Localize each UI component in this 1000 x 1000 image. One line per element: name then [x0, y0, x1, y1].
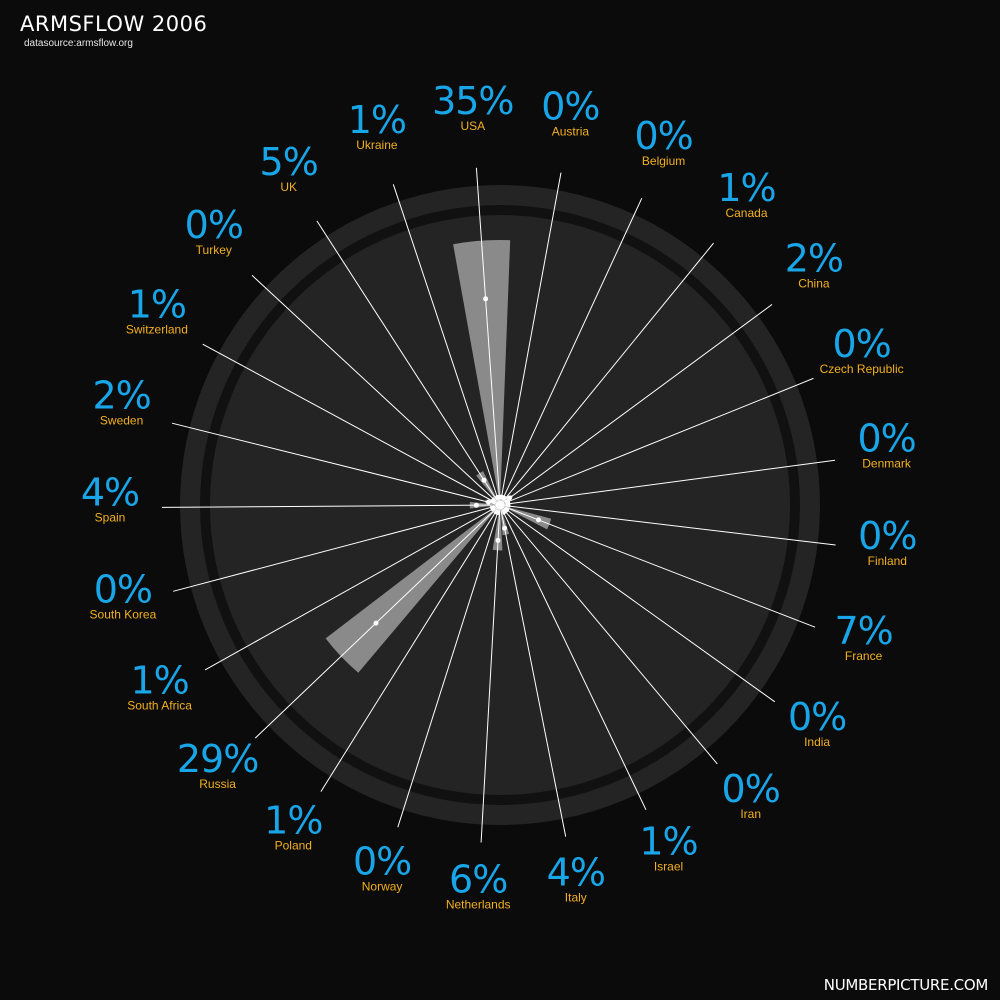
country-label-sweden: Sweden — [100, 414, 143, 428]
spoke-israel — [499, 504, 647, 811]
value-label-iran: 0% — [722, 767, 780, 811]
country-label-south-africa: South Africa — [127, 698, 192, 712]
country-label-poland: Poland — [275, 839, 312, 853]
country-label-belgium: Belgium — [642, 154, 685, 168]
value-label-usa: 35% — [432, 79, 513, 123]
value-label-south-africa: 1% — [130, 658, 188, 702]
spoke-france — [499, 504, 816, 628]
spoke-sweden — [171, 422, 501, 506]
spoke-south-korea — [173, 504, 501, 592]
center-dot — [496, 501, 504, 509]
spoke-turkey — [251, 274, 501, 506]
country-label-spain: Spain — [95, 511, 126, 525]
marker-italy — [502, 525, 508, 531]
marker-netherlands — [495, 537, 501, 543]
country-label-france: France — [845, 649, 883, 663]
country-label-israel: Israel — [654, 860, 683, 874]
spoke-uk — [316, 220, 501, 506]
marker-spain — [473, 502, 479, 508]
value-label-france: 7% — [834, 609, 892, 653]
marker-russia — [373, 620, 379, 626]
value-label-norway: 0% — [353, 840, 411, 884]
value-label-belgium: 0% — [634, 114, 692, 158]
value-label-ukraine: 1% — [348, 98, 406, 142]
value-label-canada: 1% — [717, 166, 775, 210]
footer-credit: NUMBERPICTURE.COM — [823, 976, 989, 994]
spoke-iran — [499, 504, 718, 765]
country-label-usa: USA — [460, 119, 485, 133]
marker-uk — [481, 477, 487, 483]
country-label-austria: Austria — [552, 124, 590, 138]
value-label-turkey: 0% — [185, 203, 243, 247]
value-label-czech-republic: 0% — [832, 322, 890, 366]
country-label-italy: Italy — [565, 891, 587, 905]
value-label-poland: 1% — [264, 799, 322, 843]
spoke-spain — [161, 504, 501, 508]
spoke-norway — [397, 504, 501, 828]
marker-china — [507, 495, 512, 501]
country-label-russia: Russia — [199, 777, 236, 791]
marker-ukraine — [495, 494, 500, 500]
value-label-china: 2% — [785, 237, 843, 281]
spoke-denmark — [499, 459, 836, 506]
value-label-israel: 1% — [639, 820, 697, 864]
spoke-finland — [499, 504, 836, 546]
spoke-canada — [499, 242, 714, 506]
country-label-china: China — [798, 277, 830, 291]
country-label-turkey: Turkey — [196, 243, 232, 257]
value-label-austria: 0% — [541, 84, 599, 128]
value-label-sweden: 2% — [92, 374, 150, 418]
country-label-netherlands: Netherlands — [446, 897, 511, 911]
marker-usa — [483, 296, 489, 302]
spoke-switzerland — [202, 343, 501, 506]
value-label-italy: 4% — [547, 851, 605, 895]
value-label-spain: 4% — [81, 471, 139, 515]
country-label-india: India — [804, 735, 830, 749]
marker-sweden — [486, 499, 491, 505]
value-label-finland: 0% — [858, 514, 916, 558]
country-label-canada: Canada — [725, 206, 767, 220]
value-label-denmark: 0% — [857, 416, 915, 460]
country-label-switzerland: Switzerland — [126, 323, 188, 337]
country-label-finland: Finland — [868, 554, 907, 568]
value-label-india: 0% — [788, 695, 846, 739]
spoke-belgium — [499, 197, 643, 506]
country-label-czech-republic: Czech Republic — [820, 362, 904, 376]
bar-usa — [453, 240, 511, 505]
spoke-india — [499, 504, 776, 703]
spoke-usa — [475, 167, 501, 506]
spoke-ukraine — [392, 184, 501, 506]
bar-france — [500, 505, 552, 530]
spoke-italy — [499, 504, 567, 837]
chart-title: ARMSFLOW 2006 — [20, 12, 208, 36]
chart-header: ARMSFLOW 2006 datasource:armsflow.org — [20, 12, 207, 49]
country-label-iran: Iran — [740, 807, 761, 821]
country-label-norway: Norway — [362, 880, 403, 894]
value-label-uk: 5% — [260, 140, 318, 184]
spoke-south-africa — [204, 504, 501, 671]
spoke-czech-republic — [499, 377, 814, 506]
value-label-south-korea: 0% — [94, 568, 152, 612]
country-label-uk: UK — [280, 180, 297, 194]
value-label-switzerland: 1% — [128, 283, 186, 327]
spoke-china — [499, 303, 773, 506]
country-label-ukraine: Ukraine — [356, 138, 398, 152]
chart-subtitle: datasource:armsflow.org — [24, 38, 133, 49]
value-label-netherlands: 6% — [449, 857, 507, 901]
country-label-denmark: Denmark — [862, 456, 912, 470]
spoke-poland — [320, 504, 501, 792]
marker-france — [536, 517, 541, 523]
country-label-south-korea: South Korea — [90, 608, 157, 622]
spoke-austria — [499, 172, 562, 506]
spoke-netherlands — [480, 504, 501, 843]
value-label-russia: 29% — [177, 737, 258, 781]
